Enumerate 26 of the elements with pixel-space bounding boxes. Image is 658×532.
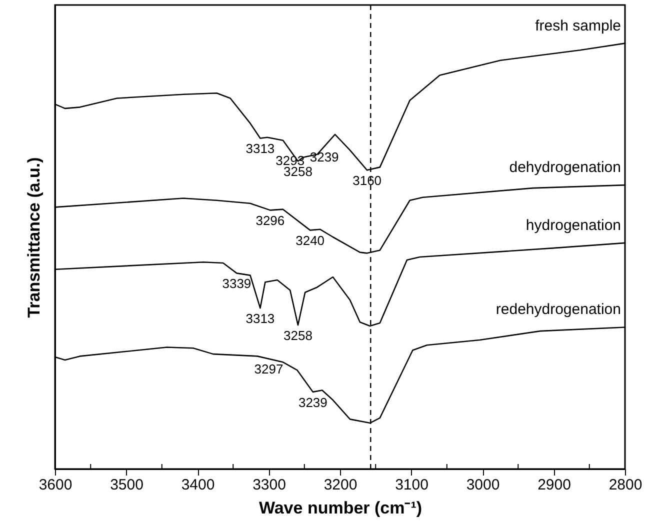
annotation: 3258: [284, 328, 312, 344]
x-tick-label: 3600: [38, 476, 72, 494]
series-label: hydrogenation: [526, 216, 621, 234]
x-tick-label: 2800: [608, 476, 642, 494]
x-tick-label: 3200: [324, 476, 358, 494]
annotation: 3239: [298, 394, 328, 410]
annotation: 3313: [246, 141, 275, 156]
series-label: fresh sample: [535, 17, 621, 34]
annotation: 3296: [256, 213, 285, 228]
annotation: 3297: [254, 362, 284, 377]
x-tick-label: 3100: [395, 476, 428, 494]
x-tick-label: 2900: [538, 476, 571, 494]
series-label: redehydrogenation: [496, 301, 621, 318]
series-label: dehydrogenation: [509, 159, 621, 176]
x-tick-label: 3400: [181, 476, 215, 494]
annotation: 3240: [296, 233, 325, 248]
annotation: 3239: [310, 149, 339, 164]
x-axis-title: Wave number (cm⁻¹): [258, 498, 422, 518]
annotation: 3160: [352, 173, 382, 188]
annotation: 3339: [222, 276, 252, 292]
x-tick-label: 3500: [110, 476, 144, 494]
y-axis-title: Transmittance (a.u.): [24, 157, 44, 318]
x-tick-label: 3300: [252, 476, 286, 494]
annotation: 3258: [284, 164, 312, 180]
annotation: 3313: [246, 311, 275, 326]
x-tick-label: 3000: [466, 476, 500, 494]
